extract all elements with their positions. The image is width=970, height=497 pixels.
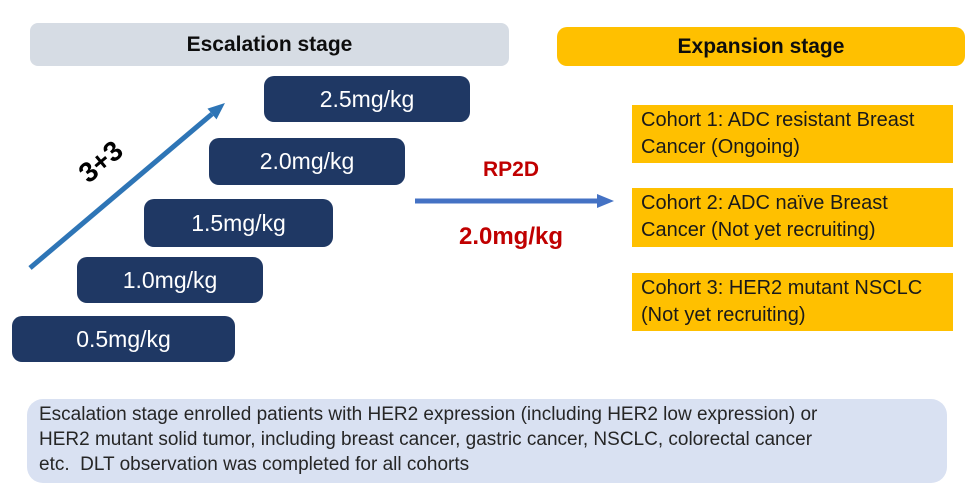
dose-box-2-0mg-kg: 2.0mg/kg (209, 138, 405, 185)
escalation-arrow-icon (28, 103, 225, 270)
cohort-1-box: Cohort 1: ADC resistant Breast Cancer (O… (632, 105, 953, 163)
escalation-stage-header: Escalation stage (30, 23, 509, 66)
rp2d-label: RP2D (482, 158, 540, 181)
cohort-3-box: Cohort 3: HER2 mutant NSCLC (Not yet rec… (632, 273, 953, 331)
dose-box-0-5mg-kg: 0.5mg/kg (12, 316, 235, 362)
cohort-2-box: Cohort 2: ADC naïve Breast Cancer (Not y… (632, 188, 953, 247)
rp2d-dose-label: 2.0mg/kg (458, 223, 564, 250)
note-line-2: HER2 mutant solid tumor, including breas… (39, 429, 813, 450)
note-line-1: Escalation stage enrolled patients with … (39, 404, 818, 425)
note-box: Escalation stage enrolled patients with … (27, 399, 947, 483)
dose-box-1-0mg-kg: 1.0mg/kg (77, 257, 263, 303)
dose-box-2-5mg-kg: 2.5mg/kg (264, 76, 470, 122)
expansion-stage-header: Expansion stage (557, 27, 965, 66)
note-line-3: etc. DLT observation was completed for a… (39, 454, 470, 475)
dose-box-1-5mg-kg: 1.5mg/kg (144, 199, 333, 247)
rp2d-arrow-icon (415, 194, 614, 208)
